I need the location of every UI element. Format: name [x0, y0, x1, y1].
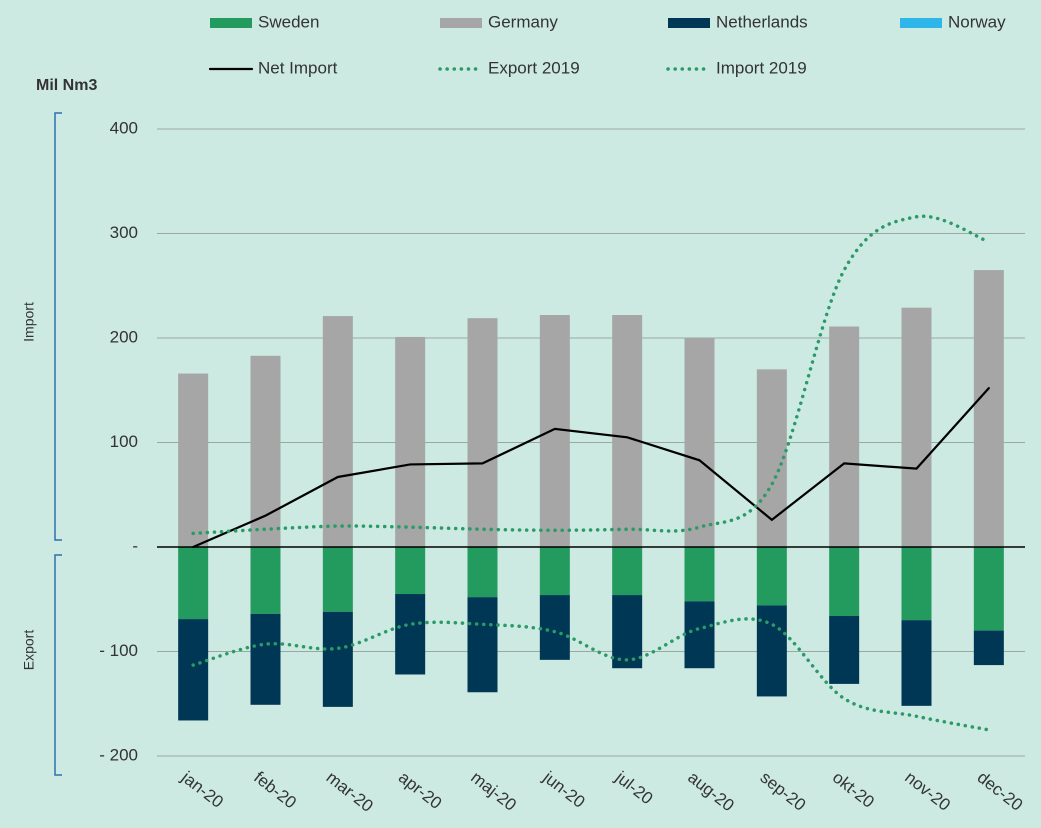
legend-swatch [440, 18, 482, 28]
bar [250, 355, 281, 547]
export-bracket [54, 554, 62, 776]
legend-label: Sweden [258, 12, 319, 31]
bar [539, 547, 570, 596]
bar [178, 619, 209, 721]
bar [612, 315, 643, 547]
bar [467, 547, 498, 598]
y-tick-label: - 200 [99, 745, 138, 764]
import-bracket [54, 112, 62, 541]
bar [756, 547, 787, 606]
bar [250, 547, 281, 614]
line [192, 387, 990, 549]
x-tick-label: jan-20 [177, 767, 227, 812]
bar [829, 615, 860, 684]
bar [901, 620, 932, 706]
x-tick-label: mar-20 [323, 768, 377, 816]
bar [395, 336, 426, 547]
bar [178, 547, 209, 620]
bar [612, 547, 643, 596]
bar [829, 547, 860, 616]
x-tick-label: feb-20 [250, 768, 300, 813]
bar [829, 326, 860, 547]
y-tick-label: - [132, 536, 138, 555]
y-tick-label: 200 [110, 327, 138, 346]
bar [322, 611, 353, 707]
bar [322, 547, 353, 612]
y-tick-label: 400 [110, 118, 138, 137]
bar [322, 316, 353, 547]
legend-label: Import 2019 [716, 58, 807, 77]
y-axis-label: Mil Nm3 [36, 77, 97, 94]
x-tick-label: okt-20 [829, 768, 878, 812]
bar [612, 595, 643, 669]
y-tick-label: - 100 [99, 641, 138, 660]
bar [684, 547, 715, 602]
x-tick-label: jul-20 [611, 767, 656, 808]
legend-label: Netherlands [716, 12, 808, 31]
legend-swatch [900, 18, 942, 28]
legend-swatch [668, 18, 710, 28]
y-tick-label: 100 [110, 432, 138, 451]
x-tick-label: dec-20 [974, 768, 1027, 815]
bar [901, 307, 932, 547]
bar [973, 630, 1004, 666]
x-tick-label: sep-20 [757, 768, 810, 815]
legend-label: Germany [488, 12, 558, 31]
bar [395, 547, 426, 595]
x-tick-label: aug-20 [684, 768, 737, 816]
legend-swatch [210, 18, 252, 28]
bar [973, 547, 1004, 631]
dotted-line [191, 617, 991, 732]
bar [684, 601, 715, 669]
bar [901, 547, 932, 621]
legend-label: Export 2019 [488, 58, 580, 77]
bar [395, 594, 426, 675]
bar [539, 595, 570, 660]
x-tick-label: maj-20 [467, 768, 520, 815]
bar [467, 318, 498, 547]
annotation: Export [21, 630, 37, 671]
dotted-line [191, 214, 991, 536]
bar [756, 369, 787, 547]
bar [467, 597, 498, 693]
bar [178, 373, 209, 547]
x-tick-label: jun-20 [539, 767, 589, 812]
x-tick-label: apr-20 [395, 768, 445, 813]
bar [973, 270, 1004, 547]
y-tick-label: 300 [110, 223, 138, 242]
bar [684, 338, 715, 547]
annotation: Import [21, 302, 37, 342]
bar [250, 613, 281, 705]
legend-label: Net Import [258, 58, 338, 77]
legend-label: Norway [948, 12, 1006, 31]
x-tick-label: nov-20 [901, 768, 954, 815]
